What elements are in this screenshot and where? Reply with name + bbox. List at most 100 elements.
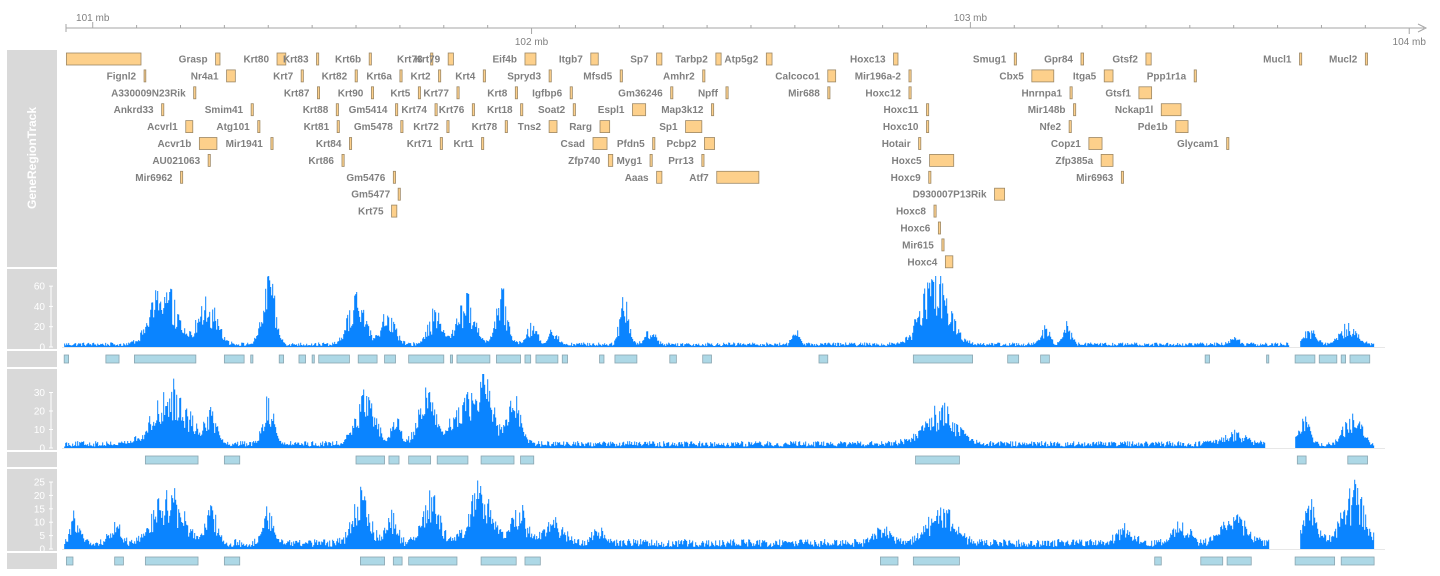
gene-feature (1013, 52, 1017, 66)
peak-region (1349, 354, 1371, 364)
gene-label: Gm36246 (618, 88, 663, 99)
gene-feature (446, 120, 450, 133)
gene-feature (143, 69, 147, 83)
peak-region (912, 556, 960, 566)
gene-feature (417, 86, 421, 100)
gene-label: Krt73 (397, 55, 423, 66)
gene-feature (215, 52, 221, 66)
gene-label: Gm5478 (354, 122, 393, 133)
gene-label: Krt2 (411, 71, 431, 82)
signal-histogram (64, 374, 1375, 448)
gene-label: Krt6a (366, 71, 392, 82)
gene-feature (928, 170, 932, 184)
gene-label: Pde1b (1138, 122, 1168, 133)
peak-region (1154, 556, 1162, 566)
gene-label: Nr4a1 (191, 71, 219, 82)
peak-region (144, 455, 199, 465)
gene-feature (1138, 86, 1153, 100)
peak-region (818, 354, 829, 364)
gene-label: Itgb7 (559, 55, 583, 66)
peak-region (1204, 354, 1210, 364)
gene-label: Hoxc8 (896, 207, 926, 218)
gene-label: Grasp (179, 55, 208, 66)
gene-feature (395, 103, 399, 117)
peak-region (496, 354, 521, 364)
gene-feature (715, 52, 722, 66)
gene-label: Krt4 (455, 71, 475, 82)
gene-feature (341, 153, 345, 167)
y-tick-label: 10 (34, 518, 46, 529)
gene-track-title: GeneRegionTrack (25, 107, 39, 209)
peak-region (669, 354, 677, 364)
gene-label: Hoxc5 (892, 156, 922, 167)
gene-label: Atg101 (216, 122, 250, 133)
gene-label: Krt81 (304, 122, 330, 133)
data-tracks: 0 20 40 60 0 10 20 30 0 5 10 15 20 25 (7, 269, 1385, 569)
gene-feature (548, 120, 558, 133)
gene-label: Ppp1r1a (1147, 71, 1187, 82)
gene-feature (893, 52, 899, 66)
gene-label: Sp7 (630, 55, 649, 66)
gene-feature (207, 153, 211, 167)
gene-feature (226, 69, 236, 83)
gene-feature (481, 137, 485, 150)
gene-feature (257, 120, 261, 133)
gene-feature (908, 86, 912, 100)
peak-region (384, 354, 396, 364)
gene-label: Mir148b (1028, 105, 1066, 116)
gene-label: Krt5 (390, 88, 410, 99)
y-tick-label: 30 (34, 388, 46, 399)
gene-feature (335, 103, 339, 117)
gene-feature (652, 137, 656, 150)
peak-region (105, 354, 120, 364)
gene-label: Map3k12 (661, 105, 704, 116)
gene-label: Mir196a-2 (855, 71, 902, 82)
peak-region (388, 455, 400, 465)
peak-region (535, 354, 559, 364)
gene-label: Hotair (882, 139, 911, 150)
y-tick-label: 20 (34, 491, 46, 502)
gene-feature (270, 137, 274, 150)
gene-label: Krt90 (338, 88, 364, 99)
gene-label: Mir615 (902, 240, 934, 251)
peak-region (1007, 354, 1020, 364)
gene-feature (1175, 120, 1189, 133)
gene-feature (1120, 170, 1124, 184)
peak-region (311, 354, 315, 364)
gene-feature (430, 52, 434, 66)
peak-region (436, 455, 469, 465)
gene-label: Krt18 (487, 105, 513, 116)
y-tick-label: 0 (39, 343, 45, 354)
gene-feature (392, 170, 396, 184)
gene-label: Mfsd5 (583, 71, 612, 82)
gene-label: Zfp385a (1055, 156, 1093, 167)
gene-feature (1073, 103, 1077, 117)
peak-region (408, 354, 445, 364)
gene-feature (599, 120, 611, 133)
peak-region (456, 354, 491, 364)
peak-region (1318, 354, 1338, 364)
gene-feature (937, 221, 941, 235)
gene-label: Aaas (625, 173, 649, 184)
gene-label: Atf7 (689, 173, 709, 184)
gene-feature (1364, 52, 1368, 66)
peak-region (561, 354, 568, 364)
gene-feature (434, 103, 438, 117)
gene-label: Zfp740 (568, 156, 601, 167)
gene-feature (926, 103, 930, 117)
gene-feature (711, 103, 715, 117)
gene-feature (482, 69, 486, 83)
peak-region (1294, 354, 1316, 364)
gene-feature (504, 120, 508, 133)
gene-feature (1100, 153, 1114, 167)
peak-region (480, 556, 517, 566)
gene-label: Mir1941 (226, 139, 264, 150)
gene-label: Itga5 (1073, 71, 1097, 82)
gene-feature (716, 170, 760, 184)
gene-label: Krt74 (401, 105, 427, 116)
gene-label: Csad (561, 139, 585, 150)
gene-feature (185, 120, 194, 133)
peak-region (1340, 354, 1346, 364)
gene-feature (590, 52, 599, 66)
